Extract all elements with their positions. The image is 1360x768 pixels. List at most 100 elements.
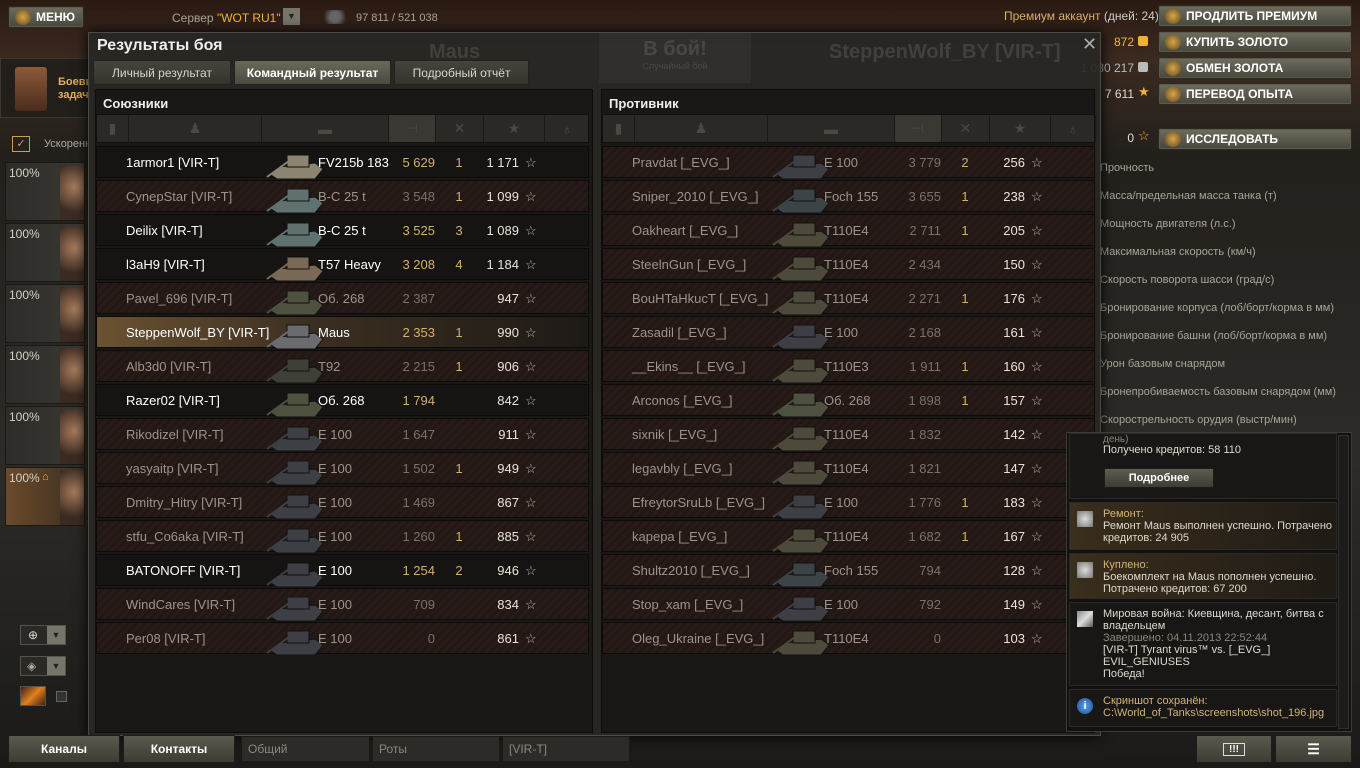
damage-value: 0 [427,631,435,646]
info-icon: i [1077,698,1093,714]
camo-checkbox[interactable] [56,691,67,702]
details-button[interactable]: Подробнее [1104,468,1214,488]
contacts-button[interactable]: Контакты [123,735,235,763]
table-row[interactable]: SteppenWolf_BY [VIR-T] Maus 2 353 1 990 ☆ [96,316,589,350]
table-row[interactable]: Sniper_2010 [_EVG_] Foch 155 3 655 1 238 ☆ [602,180,1095,214]
table-row[interactable]: Deilix [VIR-T] B-C 25 t 3 525 3 1 089 ☆ [96,214,589,248]
chat-tab-clan[interactable]: [VIR-T] [502,736,630,762]
player-name: Stop_xam [_EVG_] [632,597,744,612]
exchange-gold-button[interactable]: ОБМЕН ЗОЛОТА [1158,57,1352,79]
menu-button[interactable]: МЕНЮ [8,6,84,28]
server-dropdown-button[interactable]: ▼ [283,8,300,25]
damage-column-header[interactable]: ⊣ [389,115,436,142]
camo-button[interactable] [20,686,46,706]
crew-member-radioman[interactable]: 100% [5,345,85,404]
table-row[interactable]: BouHTaHkucT [_EVG_] T110E4 2 271 1 176 ☆ [602,282,1095,316]
tank-icon [266,358,324,384]
missions-button[interactable]: Боевые задачи [0,58,90,118]
table-row[interactable]: l3aH9 [VIR-T] T57 Heavy 3 208 4 1 184 ☆ [96,248,589,282]
missions-label: Боевые задачи [58,76,90,101]
tab-team-result[interactable]: Командный результат [234,60,391,85]
player-name-ghost: SteppenWolf_BY [VIR-T] [829,41,1061,63]
tab-personal-result[interactable]: Личный результат [93,60,231,85]
achievement-column-header[interactable]: ♁ [1051,115,1096,142]
table-row[interactable]: CynepStar [VIR-T] B-C 25 t 3 548 1 1 099 ☆ [96,180,589,214]
accelerate-checkbox[interactable]: ✓ [12,136,30,152]
crew-skill: 100% [9,410,40,424]
filter-dropdown[interactable]: ◈ ▼ [20,656,66,676]
channels-button[interactable]: Каналы [8,735,120,763]
achievement-column-header[interactable]: ♁ [545,115,590,142]
xp-star-icon: ☆ [525,291,537,306]
chat-tab-companies[interactable]: Роты [372,736,500,762]
table-row[interactable]: Stop_xam [_EVG_] E 100 792 149 ☆ [602,588,1095,622]
tank-name: B-C 25 t [318,189,366,204]
service-menu-button[interactable]: ☰ [1275,735,1352,763]
table-row[interactable]: Per08 [VIR-T] E 100 0 861 ☆ [96,622,589,656]
table-row[interactable]: Rikodizel [VIR-T] E 100 1 647 911 ☆ [96,418,589,452]
server-selector[interactable]: Сервер "WOT RU1" [172,11,281,25]
table-row[interactable]: legavbly [_EVG_] T110E4 1 821 147 ☆ [602,452,1095,486]
medal-column-header[interactable]: ▮ [97,115,129,142]
damage-column-header[interactable]: ⊣ [895,115,942,142]
table-row[interactable]: BATONOFF [VIR-T] E 100 1 254 2 946 ☆ [96,554,589,588]
frags-column-header[interactable]: ✕ [942,115,990,142]
tab-detailed-report[interactable]: Подробный отчёт [394,60,529,85]
crew-member-gunner[interactable]: 100% [5,223,85,282]
table-row[interactable]: stfu_Co6aka [VIR-T] E 100 1 260 1 885 ☆ [96,520,589,554]
close-icon[interactable]: ✕ [1082,34,1098,54]
player-column-header[interactable]: ♟ [129,115,262,142]
missions-briefcase-icon [15,67,47,111]
xp-star-icon: ☆ [1031,461,1043,476]
crew-member-commander[interactable]: 100% [5,162,85,221]
table-row[interactable]: sixnik [_EVG_] T110E4 1 832 142 ☆ [602,418,1095,452]
table-row[interactable]: Pravdat [_EVG_] E 100 3 779 2 256 ☆ [602,146,1095,180]
player-name: Shultz2010 [_EVG_] [632,563,750,578]
table-row[interactable]: Oakheart [_EVG_] T110E4 2 711 1 205 ☆ [602,214,1095,248]
table-row[interactable]: 1armor1 [VIR-T] FV215b 183 5 629 1 1 171 ☆ [96,146,589,180]
table-row[interactable]: Oleg_Ukraine [_EVG_] T110E4 0 103 ☆ [602,622,1095,656]
crew-member-loader[interactable]: 100% [5,406,85,465]
xp-column-header[interactable]: ★ [990,115,1051,142]
table-row[interactable]: __Ekins__ [_EVG_] T110E3 1 911 1 160 ☆ [602,350,1095,384]
notifications-button[interactable]: !!! [1196,735,1272,763]
chat-tab-general[interactable]: Общий [241,736,370,762]
table-row[interactable]: yasyaitp [VIR-T] E 100 1 502 1 949 ☆ [96,452,589,486]
table-row[interactable]: Alb3d0 [VIR-T] T92 2 215 1 906 ☆ [96,350,589,384]
player-column-header[interactable]: ♟ [635,115,768,142]
notifications-scrollbar[interactable] [1338,435,1349,729]
table-row[interactable]: Zasadil [_EVG_] E 100 2 168 161 ☆ [602,316,1095,350]
table-row[interactable]: SteelnGun [_EVG_] T110E4 2 434 150 ☆ [602,248,1095,282]
spec-item: Масса/предельная масса танка (т) [1100,190,1277,202]
xp-star-icon: ☆ [1031,291,1043,306]
table-row[interactable]: WindCares [VIR-T] E 100 709 834 ☆ [96,588,589,622]
tank-column-header[interactable]: ▬ [262,115,389,142]
medal-column-header[interactable]: ▮ [603,115,635,142]
table-row[interactable]: EfreytorSruLb [_EVG_] E 100 1 776 1 183 ☆ [602,486,1095,520]
convert-xp-button[interactable]: ПЕРЕВОД ОПЫТА [1158,83,1352,105]
table-row[interactable]: Arconos [_EVG_] Об. 268 1 898 1 157 ☆ [602,384,1095,418]
extend-premium-button[interactable]: ПРОДЛИТЬ ПРЕМИУМ [1158,5,1352,27]
frags-value: 1 [455,529,463,544]
xp-star-icon: ☆ [1031,257,1043,272]
table-row[interactable]: Dmitry_Hitry [VIR-T] E 100 1 469 867 ☆ [96,486,589,520]
table-row[interactable]: Razer02 [VIR-T] Об. 268 1 794 842 ☆ [96,384,589,418]
research-button[interactable]: ИССЛЕДОВАТЬ [1158,128,1352,150]
tank-column-header[interactable]: ▬ [768,115,895,142]
xp-column-header[interactable]: ★ [484,115,545,142]
xp-value: 147 [1003,461,1025,476]
crew-member-loader-2[interactable]: 100% ⌂ [5,467,85,526]
clan-war-icon [1077,611,1093,627]
buy-gold-button[interactable]: КУПИТЬ ЗОЛОТО [1158,31,1352,53]
damage-value: 2 353 [402,325,435,340]
globe-dropdown[interactable]: ⊕ ▼ [20,625,66,645]
table-row[interactable]: Shultz2010 [_EVG_] Foch 155 794 128 ☆ [602,554,1095,588]
tank-name: T57 Heavy [318,257,381,272]
table-row[interactable]: Pavel_696 [VIR-T] Об. 268 2 387 947 ☆ [96,282,589,316]
crew-skill: 100% [9,471,40,485]
xp-star-icon: ☆ [1031,529,1043,544]
crew-member-driver[interactable]: 100% [5,284,85,343]
spec-item: Максимальная скорость (км/ч) [1100,246,1256,258]
table-row[interactable]: kapepa [_EVG_] T110E4 1 682 1 167 ☆ [602,520,1095,554]
frags-column-header[interactable]: ✕ [436,115,484,142]
